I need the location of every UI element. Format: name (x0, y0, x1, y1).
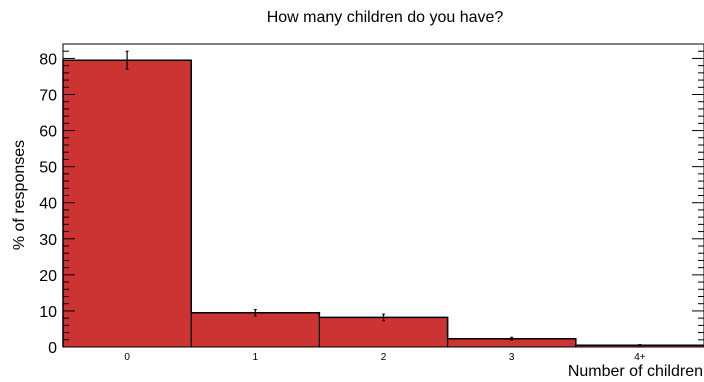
bar-2 (319, 317, 448, 347)
y-tick-label: 30 (39, 232, 57, 249)
chart-title: How many children do you have? (267, 9, 504, 26)
y-tick-label: 40 (39, 196, 57, 213)
x-tick-label: 0 (124, 352, 130, 363)
y-tick-label: 70 (39, 88, 57, 105)
x-axis-label: Number of children (568, 363, 703, 380)
bar-0 (63, 60, 192, 347)
y-tick-label: 80 (39, 51, 57, 68)
error-bars-layer (125, 50, 642, 347)
plot-frame (62, 43, 704, 348)
y-axis-label: % of responses (11, 140, 28, 250)
x-tick-label: 1 (253, 352, 259, 363)
bars-layer (62, 59, 704, 347)
y-tick-label: 10 (39, 304, 57, 321)
x-tick-label: 4+ (634, 352, 646, 363)
x-tick-label: 3 (509, 352, 515, 363)
y-tick-label: 60 (39, 124, 57, 141)
bar-1 (191, 312, 320, 347)
bar-3 (447, 338, 576, 347)
y-axis-ticks: 0 10 20 30 40 50 60 70 80 (39, 51, 704, 357)
y-tick-label: 0 (48, 340, 57, 357)
y-tick-label: 20 (39, 268, 57, 285)
x-axis-ticks: 0 1 2 3 4+ (124, 352, 645, 363)
x-tick-label: 2 (381, 352, 387, 363)
minor-ticks-layer (63, 43, 704, 341)
y-tick-label: 50 (39, 160, 57, 177)
